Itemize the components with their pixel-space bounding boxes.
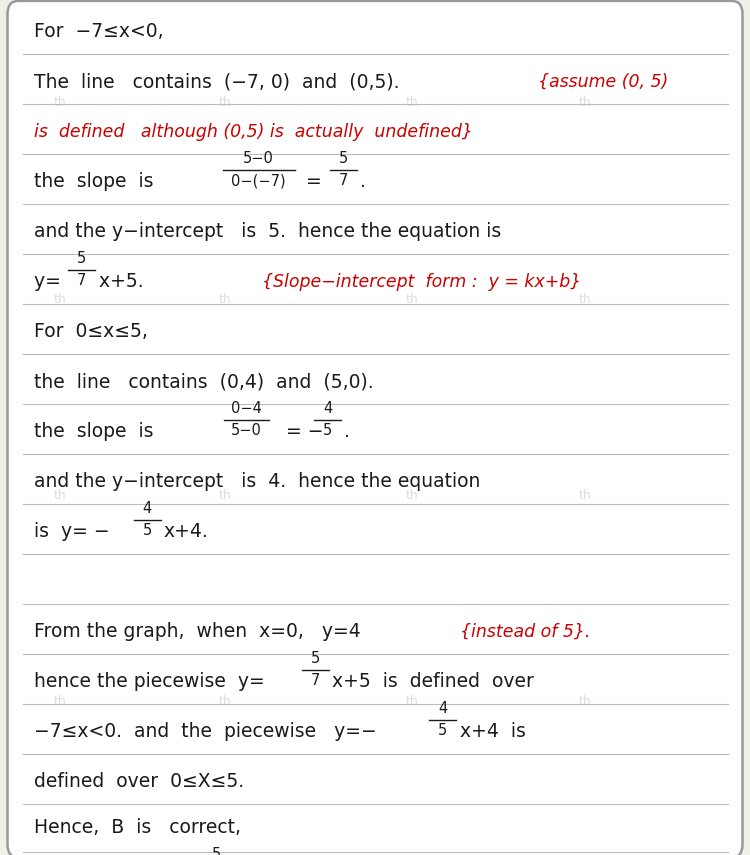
Text: th: th	[54, 96, 66, 109]
Text: For  −7≤x<0,: For −7≤x<0,	[34, 22, 164, 41]
Text: x+4.: x+4.	[164, 522, 209, 541]
Text: {assume (0, 5): {assume (0, 5)	[538, 73, 669, 91]
Text: th: th	[219, 96, 231, 109]
FancyBboxPatch shape	[8, 1, 742, 855]
Text: th: th	[406, 489, 419, 503]
Text: th: th	[54, 694, 66, 708]
Text: x+5.: x+5.	[99, 272, 180, 292]
Text: −7≤x<0.  and  the  piecewise   y=−: −7≤x<0. and the piecewise y=−	[34, 722, 382, 741]
Text: =: =	[300, 172, 334, 192]
Text: x+4  is: x+4 is	[460, 722, 526, 741]
Text: th: th	[406, 694, 419, 708]
Text: 7: 7	[339, 173, 348, 188]
Text: defined  over  0≤X≤5.: defined over 0≤X≤5.	[34, 772, 244, 792]
Text: 5: 5	[310, 652, 320, 667]
Text: is  y= −: is y= −	[34, 522, 110, 541]
Text: and the y−intercept   is  4.  hence the equation: and the y−intercept is 4. hence the equa…	[34, 472, 480, 492]
Text: 5: 5	[323, 423, 332, 439]
Text: 0−4: 0−4	[230, 401, 262, 416]
Text: th: th	[406, 96, 419, 109]
Text: th: th	[579, 694, 591, 708]
Text: 5−0: 5−0	[230, 423, 262, 439]
Text: the  slope  is: the slope is	[34, 172, 165, 192]
Text: th: th	[579, 292, 591, 306]
Text: = −: = −	[280, 422, 330, 441]
Text: Hence,  B  is   correct,: Hence, B is correct,	[34, 818, 241, 837]
Text: and the y−intercept   is  5.  hence the equation is: and the y−intercept is 5. hence the equa…	[34, 222, 501, 241]
Text: 7: 7	[76, 274, 86, 288]
Text: 0−(−7): 0−(−7)	[232, 173, 286, 188]
Text: 5: 5	[339, 151, 348, 166]
Text: the  slope  is: the slope is	[34, 422, 165, 441]
Text: 5: 5	[142, 523, 152, 539]
Text: .: .	[360, 172, 366, 192]
Text: .: .	[344, 422, 350, 441]
Text: For  0≤x≤5,: For 0≤x≤5,	[34, 322, 148, 341]
Text: From the graph,  when  x=0,   y=4: From the graph, when x=0, y=4	[34, 622, 373, 641]
Text: th: th	[54, 489, 66, 503]
Text: th: th	[579, 96, 591, 109]
Text: th: th	[219, 489, 231, 503]
Text: is  defined   although (0,5) is  actually  undefined}: is defined although (0,5) is actually un…	[34, 122, 472, 141]
Text: 5: 5	[438, 723, 447, 739]
Text: {instead of 5}.: {instead of 5}.	[460, 622, 591, 641]
Text: 4: 4	[323, 401, 332, 416]
Text: hence the piecewise  y=: hence the piecewise y=	[34, 672, 271, 692]
Text: th: th	[406, 292, 419, 306]
Text: The  line   contains  (−7, 0)  and  (0,5).: The line contains (−7, 0) and (0,5).	[34, 72, 411, 91]
Text: x+5  is  defined  over: x+5 is defined over	[332, 672, 534, 692]
Text: th: th	[579, 489, 591, 503]
Text: th: th	[219, 292, 231, 306]
Text: th: th	[219, 694, 231, 708]
Text: the  line   contains  (0,4)  and  (5,0).: the line contains (0,4) and (5,0).	[34, 372, 374, 392]
Text: {Slope−intercept  form :  y = kx+b}: {Slope−intercept form : y = kx+b}	[262, 273, 582, 291]
Text: 7: 7	[310, 674, 320, 688]
Text: 5−0: 5−0	[243, 151, 274, 166]
Text: th: th	[54, 292, 66, 306]
Text: 4: 4	[142, 501, 152, 516]
Text: 5: 5	[76, 251, 86, 267]
Text: 5: 5	[211, 847, 220, 855]
Text: 4: 4	[438, 701, 447, 716]
Text: y=: y=	[34, 272, 67, 292]
